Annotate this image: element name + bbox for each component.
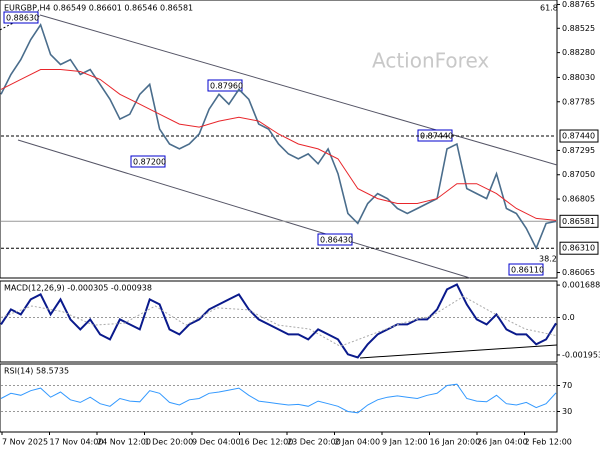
annotations: 0.88630 0.87960 0.87200 0.87440 0.86430 … — [3, 11, 544, 276]
rsi-label: RSI(14) 58.5735 — [4, 367, 69, 376]
title: EURGBP,H4 0.86549 0.86601 0.86546 0.8658… — [4, 4, 193, 13]
annotation-box — [207, 79, 243, 92]
annotation-box — [317, 233, 353, 246]
annotation-box — [130, 155, 166, 168]
fib-label: 38.2 — [539, 255, 557, 264]
y-tick-label: 0.86805 — [562, 195, 595, 204]
y-tick-label: 0.88030 — [562, 73, 595, 82]
annotation-box — [508, 263, 544, 276]
y-tick-label: 0.86065 — [562, 268, 595, 277]
y-tick-label: 0.87785 — [562, 97, 595, 106]
annotation-box — [417, 129, 453, 142]
price-line — [0, 22, 557, 251]
macd-label: MACD(12,26,9) -0.000305 -0.000938 — [4, 284, 152, 293]
level-label: 0.86310 — [562, 244, 595, 253]
x-tick-label: 26 Jan 04:00 — [477, 438, 528, 447]
x-tick-label: 2 Jan 04:00 — [335, 438, 381, 447]
rsi-panel — [0, 363, 558, 433]
y-tick-label: -0.001953 — [562, 350, 600, 359]
level-label: 0.87440 — [562, 132, 595, 141]
signal-line — [0, 295, 557, 347]
x-tick-label: 16 Dec 12:00 — [240, 438, 294, 447]
x-tick-label: 16 Jan 20:00 — [430, 438, 481, 447]
rsi-line — [0, 383, 557, 414]
x-tick-label: 17 Nov 04:00 — [50, 438, 104, 447]
level-box — [559, 241, 599, 255]
annotation: 0.86430 — [320, 236, 353, 245]
macd-line — [0, 283, 557, 359]
y-tick-label: 0.88765 — [562, 0, 595, 9]
x-tick-label: 1 Dec 20:00 — [145, 438, 194, 447]
channel-lower — [17, 139, 471, 279]
y-tick-label: 0.87050 — [562, 170, 595, 179]
x-tick-label: 7 Nov 2025 — [2, 438, 48, 447]
x-tick-label: 9 Dec 04:00 — [192, 438, 241, 447]
channel-upper — [39, 14, 558, 166]
x-tick-label: 9 Jan 12:00 — [382, 438, 428, 447]
x-tick-label: 24 Nov 12:00 — [97, 438, 151, 447]
macd-panel — [0, 280, 558, 363]
x-tick-label: 23 Dec 20:00 — [287, 438, 341, 447]
ma-line — [0, 69, 557, 221]
y-tick-label: 0.001688 — [562, 281, 600, 290]
macd-trendline — [359, 344, 558, 359]
y-tick-label: 30 — [562, 407, 572, 416]
level-label: 0.86581 — [562, 217, 595, 226]
level-box — [559, 214, 599, 228]
annotation-box — [3, 11, 39, 24]
annotation: 0.86110 — [511, 266, 544, 275]
fib-label: 61.8 — [540, 4, 558, 13]
annotation: 0.88630 — [6, 14, 39, 23]
x-tick-label: 2 Feb 12:00 — [525, 438, 572, 447]
annotation: 0.87200 — [133, 158, 166, 167]
annotation: 0.87960 — [210, 82, 243, 91]
y-tick-label: 0.88525 — [562, 24, 595, 33]
level-box — [559, 129, 599, 143]
price-panel — [0, 0, 558, 279]
y-tick-label: 70 — [562, 381, 572, 390]
watermark: ActionForex — [372, 49, 489, 73]
y-tick-label: 0.0 — [562, 313, 575, 322]
y-tick-label: 0.87295 — [562, 146, 595, 155]
y-tick-label: 0.88280 — [562, 48, 595, 57]
